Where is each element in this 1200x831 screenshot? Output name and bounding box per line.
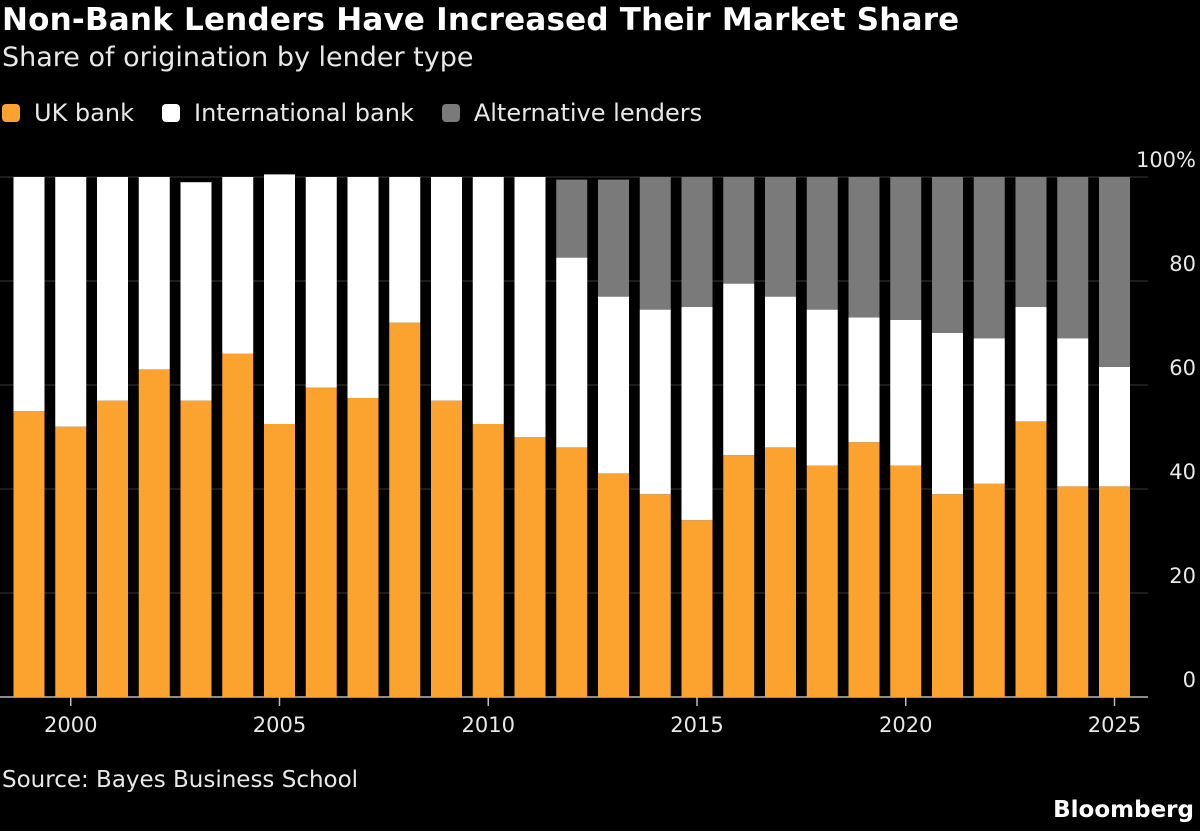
- bar-alternative-lenders-2016: [723, 177, 755, 284]
- y-tick-label-100: 100%: [1136, 148, 1196, 172]
- legend-label-alternative-lenders: Alternative lenders: [473, 99, 703, 127]
- bar-uk-bank-2007: [347, 398, 379, 697]
- bar-uk-bank-1999: [13, 411, 45, 697]
- bar-international-bank-2010: [472, 177, 504, 424]
- bar-uk-bank-2004: [222, 353, 254, 697]
- bar-alternative-lenders-2020: [890, 177, 922, 320]
- x-tick-label-2015: 2015: [670, 713, 723, 737]
- bar-alternative-lenders-2017: [765, 177, 796, 297]
- bar-uk-bank-2025: [1099, 486, 1130, 697]
- y-tick-label-40: 40: [1169, 460, 1196, 484]
- bar-uk-bank-2002: [138, 369, 170, 697]
- bar-international-bank-2006: [305, 177, 337, 388]
- bar-alternative-lenders-2021: [932, 177, 963, 333]
- bar-alternative-lenders-2025: [1099, 177, 1130, 367]
- bar-uk-bank-2000: [55, 426, 87, 697]
- legend-item-uk-bank: UK bank: [2, 99, 134, 127]
- legend-item-international-bank: International bank: [161, 99, 414, 127]
- chart-subtitle: Share of origination by lender type: [2, 42, 474, 73]
- bar-international-bank-2021: [932, 333, 963, 495]
- bar-uk-bank-2010: [472, 424, 504, 697]
- legend-label-uk-bank: UK bank: [34, 99, 134, 127]
- bar-alternative-lenders-2022: [973, 177, 1005, 339]
- bar-uk-bank-2018: [806, 465, 838, 697]
- x-tick-label-2020: 2020: [879, 713, 932, 737]
- bar-uk-bank-2024: [1057, 486, 1089, 697]
- bar-uk-bank-2005: [264, 424, 295, 697]
- bar-uk-bank-2012: [556, 447, 588, 697]
- x-axis: 2000 2005 2010 2015 2020 2025: [44, 697, 1141, 737]
- bar-international-bank-2000: [55, 177, 87, 427]
- legend-item-alternative-lenders: Alternative lenders: [441, 99, 703, 127]
- source-note: Source: Bayes Business School: [2, 767, 359, 793]
- bar-international-bank-2013: [598, 296, 629, 474]
- y-tick-label-0: 0: [1183, 668, 1196, 692]
- bar-alternative-lenders-2012: [556, 179, 588, 258]
- legend-swatch-alternative-lenders: [441, 104, 460, 122]
- bar-international-bank-2014: [639, 309, 671, 495]
- bar-uk-bank-2017: [765, 447, 796, 697]
- bar-international-bank-2024: [1057, 338, 1089, 487]
- bar-international-bank-2022: [973, 338, 1005, 484]
- bar-international-bank-2008: [389, 177, 421, 323]
- bar-uk-bank-2006: [305, 387, 337, 697]
- bar-uk-bank-2008: [389, 322, 421, 697]
- y-tick-label-60: 60: [1169, 356, 1196, 380]
- bar-alternative-lenders-2013: [598, 179, 629, 297]
- bar-alternative-lenders-2024: [1057, 177, 1089, 339]
- bar-international-bank-2012: [556, 257, 588, 448]
- y-tick-label-80: 80: [1169, 252, 1196, 276]
- bar-international-bank-2003: [180, 182, 212, 401]
- x-tick-label-2005: 2005: [253, 713, 306, 737]
- bar-uk-bank-2011: [514, 437, 546, 697]
- bar-uk-bank-2009: [431, 400, 462, 697]
- bar-international-bank-2002: [138, 177, 170, 370]
- bar-international-bank-2011: [514, 177, 546, 437]
- bar-international-bank-2015: [681, 307, 713, 521]
- bar-uk-bank-2020: [890, 465, 922, 697]
- bar-international-bank-2020: [890, 320, 922, 466]
- bar-international-bank-2001: [97, 177, 128, 401]
- legend-swatch-uk-bank: [2, 104, 20, 122]
- bar-alternative-lenders-2014: [639, 177, 671, 310]
- bar-international-bank-2023: [1015, 307, 1047, 422]
- bar-uk-bank-2021: [932, 494, 963, 697]
- bar-alternative-lenders-2023: [1015, 177, 1047, 307]
- brand-logo: Bloomberg: [1053, 797, 1194, 823]
- bar-alternative-lenders-2018: [806, 177, 838, 310]
- bar-international-bank-2009: [431, 177, 462, 401]
- bar-international-bank-1999: [13, 177, 45, 411]
- legend-label-international-bank: International bank: [193, 99, 414, 127]
- legend-swatch-international-bank: [161, 104, 180, 122]
- bar-international-bank-2007: [347, 177, 379, 398]
- chart-title: Non-Bank Lenders Have Increased Their Ma…: [2, 2, 960, 38]
- x-tick-label-2000: 2000: [44, 713, 97, 737]
- bar-alternative-lenders-2015: [681, 177, 713, 307]
- bar-alternative-lenders-2019: [848, 177, 880, 318]
- bar-uk-bank-2014: [639, 494, 671, 697]
- bar-international-bank-2016: [723, 283, 755, 456]
- bar-uk-bank-2016: [723, 455, 755, 697]
- legend: UK bank International bank Alternative l…: [2, 96, 730, 130]
- bars: [13, 174, 1130, 697]
- y-axis: 0 20 40 60 80 100%: [1136, 148, 1196, 692]
- bar-international-bank-2005: [264, 174, 295, 424]
- bar-uk-bank-2003: [180, 400, 212, 697]
- bar-international-bank-2017: [765, 296, 796, 448]
- bar-international-bank-2025: [1099, 366, 1130, 487]
- bar-international-bank-2004: [222, 177, 254, 354]
- bar-uk-bank-2015: [681, 520, 713, 697]
- x-tick-label-2025: 2025: [1088, 713, 1141, 737]
- bar-uk-bank-2023: [1015, 421, 1047, 697]
- bar-uk-bank-2001: [97, 400, 128, 697]
- bar-uk-bank-2022: [973, 483, 1005, 697]
- y-tick-label-20: 20: [1169, 564, 1196, 588]
- bar-international-bank-2018: [806, 309, 838, 466]
- bar-uk-bank-2013: [598, 473, 629, 697]
- bar-uk-bank-2019: [848, 442, 880, 697]
- bar-international-bank-2019: [848, 317, 880, 443]
- x-tick-label-2010: 2010: [462, 713, 515, 737]
